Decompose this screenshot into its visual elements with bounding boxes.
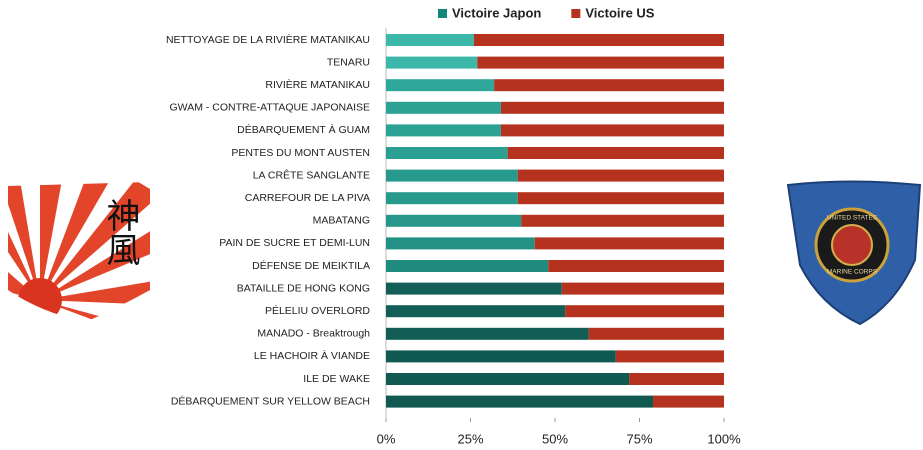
bar-segment	[561, 282, 724, 295]
y-tick-label: ILE DE WAKE	[303, 373, 370, 385]
bar-segment	[386, 34, 474, 46]
bar-segment	[517, 192, 724, 205]
bar-segment	[500, 124, 724, 137]
bar-segment	[386, 124, 501, 137]
bar-segment	[386, 192, 518, 205]
bar-segment	[386, 237, 535, 250]
legend-swatch	[438, 9, 447, 18]
bar-segment	[548, 260, 724, 272]
x-tick-label: 25%	[457, 431, 483, 446]
bar-segment	[565, 305, 724, 318]
y-tick-label: MANADO - Breaktrough	[257, 328, 370, 340]
y-tick-label: TENARU	[327, 56, 370, 68]
y-tick-label: DÉBARQUEMENT À GUAM	[237, 123, 370, 136]
bar-segment	[500, 101, 724, 114]
bar-segment	[507, 147, 724, 159]
legend-label: Victoire Japon	[452, 5, 541, 20]
y-tick-label: BATAILLE DE HONG KONG	[237, 282, 370, 294]
bar-segment	[521, 214, 724, 227]
x-tick-label: 50%	[542, 431, 568, 446]
bar-segment	[386, 282, 562, 295]
bar-segment	[534, 237, 724, 250]
y-tick-label: GWAM - CONTRE-ATTAQUE JAPONAISE	[170, 102, 370, 114]
bar-segment	[588, 327, 724, 340]
legend-swatch	[571, 9, 581, 18]
emblem-text: UNITED STATES	[827, 215, 878, 222]
emblem-text: 神風	[100, 198, 140, 266]
bar-segment	[653, 395, 724, 408]
y-tick-label: PENTES DU MONT AUSTEN	[231, 147, 370, 159]
bar-segment	[386, 79, 495, 92]
y-tick-label: DÉFENSE DE MEIKTILA	[252, 259, 370, 272]
y-tick-label: RIVIÈRE MATANIKAU	[265, 78, 370, 91]
x-tick-label: 0%	[377, 431, 396, 446]
x-tick-label: 100%	[707, 431, 741, 446]
x-tick-label: 75%	[626, 431, 652, 446]
bar-segment	[386, 56, 478, 69]
y-tick-label: PAIN DE SUCRE ET DEMI-LUN	[219, 237, 370, 249]
y-tick-label: LA CRÊTE SANGLANTE	[253, 168, 370, 181]
bar-segment	[517, 169, 724, 182]
left-emblem: 神風	[8, 182, 150, 322]
bar-segment	[615, 350, 724, 363]
y-tick-label: NETTOYAGE DE LA RIVIÈRE MATANIKAU	[166, 33, 370, 46]
bar-segment	[494, 79, 724, 92]
y-tick-label: DÉBARQUEMENT SUR YELLOW BEACH	[171, 394, 370, 407]
y-tick-label: MABATANG	[313, 215, 370, 227]
bar-segment	[386, 169, 518, 182]
y-tick-label: CARREFOUR DE LA PIVA	[245, 192, 370, 204]
bar-segment	[386, 101, 501, 114]
emblem-text: MARINE CORPS	[827, 269, 878, 276]
bar-segment	[629, 373, 724, 385]
bar-segment	[386, 373, 630, 385]
y-tick-label: PÉLELIU OVERLORD	[265, 304, 370, 317]
bar-segment	[386, 350, 616, 363]
bar-segment	[386, 260, 549, 272]
bar-segment	[386, 305, 566, 318]
bar-segment	[386, 147, 508, 159]
bar-segment	[386, 327, 589, 340]
bar-segment	[386, 214, 522, 227]
right-emblem: UNITED STATES MARINE CORPS	[786, 180, 922, 326]
legend-label: Victoire US	[585, 5, 654, 20]
y-tick-label: LE HACHOIR À VIANDE	[254, 349, 370, 362]
bar-segment	[386, 395, 654, 408]
bar-segment	[477, 56, 724, 69]
bar-segment	[473, 34, 724, 46]
